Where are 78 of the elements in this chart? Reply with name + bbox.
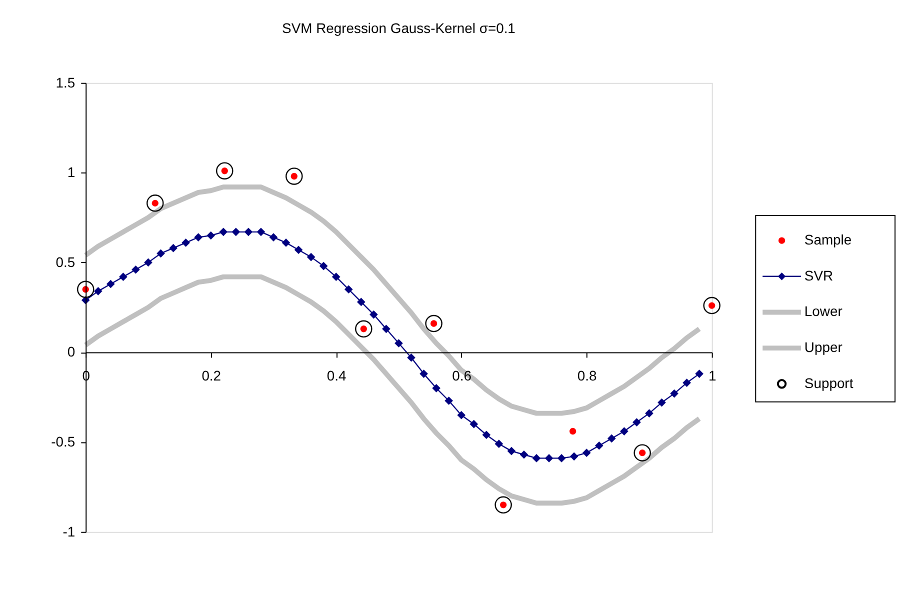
point bbox=[407, 353, 416, 362]
point bbox=[370, 310, 378, 319]
legend-label: Support bbox=[804, 374, 854, 391]
point bbox=[144, 258, 152, 267]
point bbox=[670, 389, 678, 398]
point bbox=[146, 194, 164, 212]
point bbox=[494, 440, 504, 448]
point bbox=[356, 298, 366, 306]
point bbox=[282, 238, 290, 247]
point bbox=[216, 162, 234, 180]
point bbox=[269, 233, 278, 242]
point bbox=[206, 231, 216, 240]
point bbox=[332, 272, 340, 281]
legend-label: SVR bbox=[804, 267, 834, 284]
point bbox=[607, 434, 616, 443]
y-tick-label: 0 bbox=[67, 344, 76, 360]
point bbox=[394, 339, 403, 348]
y-tick-label: 0.5 bbox=[56, 254, 76, 270]
point bbox=[294, 246, 303, 254]
point bbox=[557, 454, 566, 462]
point bbox=[244, 228, 253, 236]
point bbox=[182, 238, 190, 247]
point bbox=[482, 430, 491, 440]
point bbox=[594, 441, 604, 450]
legend-label: Upper bbox=[804, 339, 843, 356]
point bbox=[194, 233, 203, 242]
legend-label: Lower bbox=[804, 303, 843, 320]
point bbox=[169, 244, 178, 252]
y-tick-label: -0.5 bbox=[51, 434, 76, 450]
y-tick-label: 1.5 bbox=[56, 74, 76, 90]
x-tick-label: 0.8 bbox=[577, 368, 598, 384]
legend-label: Sample bbox=[804, 232, 852, 248]
x-tick-label: 0.6 bbox=[452, 368, 472, 384]
y-tick-label: -1 bbox=[62, 523, 76, 540]
point bbox=[432, 384, 440, 392]
point bbox=[119, 272, 128, 281]
point bbox=[382, 324, 390, 334]
point bbox=[156, 249, 165, 258]
point bbox=[532, 454, 541, 462]
point bbox=[94, 287, 102, 296]
point bbox=[306, 252, 316, 262]
point bbox=[256, 228, 266, 236]
point bbox=[232, 228, 240, 236]
point bbox=[106, 280, 115, 288]
chart-title: SVM Regression Gauss-Kernel σ=0.1 bbox=[282, 20, 516, 36]
point bbox=[507, 446, 516, 456]
point bbox=[286, 168, 303, 185]
point bbox=[520, 450, 528, 459]
point bbox=[582, 448, 591, 457]
x-tick-label: 0.4 bbox=[326, 368, 347, 384]
point bbox=[420, 370, 428, 378]
x-tick-label: 0.2 bbox=[202, 368, 222, 384]
point bbox=[132, 265, 140, 274]
point bbox=[570, 452, 578, 461]
point bbox=[355, 320, 372, 338]
point bbox=[219, 228, 228, 236]
point bbox=[76, 280, 94, 298]
point bbox=[425, 314, 442, 332]
point bbox=[569, 428, 576, 435]
point bbox=[682, 378, 691, 387]
line-series bbox=[83, 274, 702, 506]
point bbox=[695, 370, 704, 378]
y-tick-label: 1 bbox=[67, 164, 76, 180]
point bbox=[494, 496, 512, 514]
point bbox=[344, 285, 353, 294]
point bbox=[703, 296, 720, 314]
point bbox=[470, 420, 478, 428]
x-tick-label: 1 bbox=[708, 368, 716, 384]
line-series bbox=[83, 184, 702, 416]
point bbox=[319, 262, 328, 270]
point bbox=[457, 410, 466, 420]
point bbox=[658, 398, 666, 407]
point bbox=[645, 409, 654, 418]
point bbox=[620, 427, 628, 436]
point bbox=[632, 418, 641, 426]
point bbox=[444, 396, 453, 405]
point bbox=[634, 444, 651, 462]
point bbox=[544, 454, 554, 462]
